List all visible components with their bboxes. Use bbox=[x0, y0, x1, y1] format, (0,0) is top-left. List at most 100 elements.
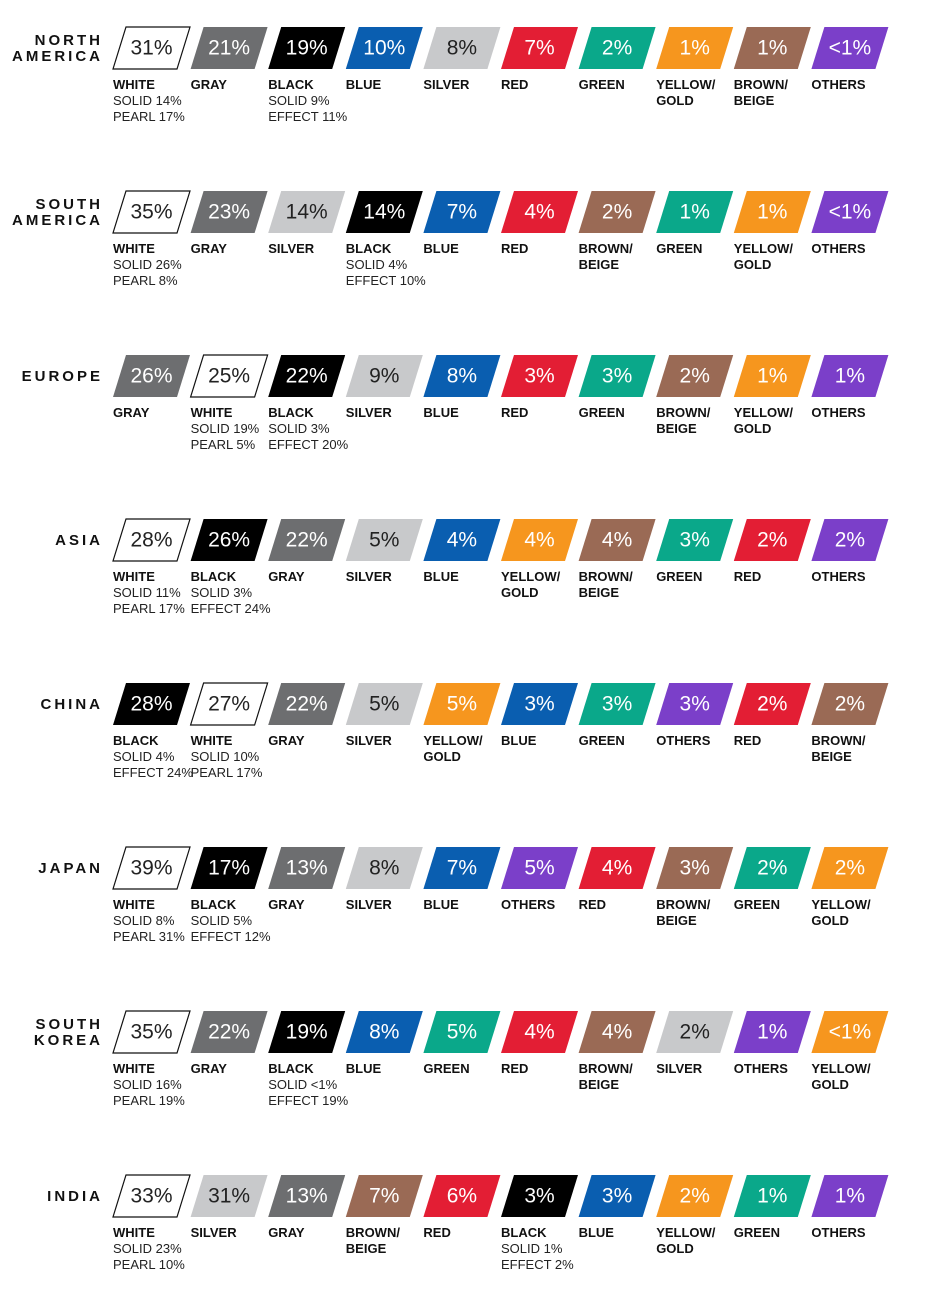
color-name: GREEN bbox=[656, 569, 702, 584]
percentage: 2% bbox=[757, 693, 787, 716]
color-item: 2% GREEN bbox=[578, 27, 656, 92]
color-swatch bbox=[268, 683, 346, 725]
percentage: 1% bbox=[757, 365, 787, 388]
color-swatch bbox=[733, 1175, 811, 1217]
percentage: 6% bbox=[447, 1185, 477, 1208]
color-swatch bbox=[811, 1175, 889, 1217]
color-swatch bbox=[268, 191, 346, 233]
color-item: 1% YELLOW/GOLD bbox=[656, 27, 734, 108]
color-name: BLUE bbox=[423, 897, 459, 912]
color-name: RED bbox=[501, 77, 528, 92]
color-item: 4% BROWN/BEIGE bbox=[578, 1011, 656, 1092]
color-name: OTHERS bbox=[734, 1061, 789, 1076]
percentage: 1% bbox=[835, 1185, 865, 1208]
percentage: 22% bbox=[286, 365, 328, 388]
color-item: 6% RED bbox=[423, 1175, 501, 1240]
color-item: 21% GRAY bbox=[190, 27, 268, 92]
percentage: 19% bbox=[286, 1021, 328, 1044]
color-item: 8% SILVER bbox=[345, 847, 423, 912]
percentage: 27% bbox=[208, 693, 250, 716]
color-detail: EFFECT 20% bbox=[268, 437, 348, 452]
color-name: OTHERS bbox=[811, 241, 866, 256]
color-name: SILVER bbox=[346, 733, 393, 748]
color-item: 2% BROWN/BEIGE bbox=[656, 355, 734, 436]
color-name: YELLOW/ bbox=[811, 897, 871, 912]
color-detail: SOLID 11% bbox=[113, 585, 181, 600]
color-detail: SOLID 9% bbox=[268, 93, 330, 108]
color-name: WHITE bbox=[191, 733, 233, 748]
color-name: GOLD bbox=[811, 913, 849, 928]
color-name: GRAY bbox=[268, 1225, 305, 1240]
color-name: RED bbox=[501, 1061, 528, 1076]
color-name: YELLOW/ bbox=[811, 1061, 871, 1076]
color-item: 9% SILVER bbox=[345, 355, 423, 420]
color-swatch bbox=[578, 27, 656, 69]
color-name: BLACK bbox=[268, 1061, 314, 1076]
color-item: 4% RED bbox=[578, 847, 656, 912]
color-name: RED bbox=[734, 569, 761, 584]
region-name: SOUTH bbox=[36, 1016, 104, 1033]
color-detail: PEARL 17% bbox=[113, 109, 185, 124]
percentage: 3% bbox=[602, 693, 632, 716]
color-item: 22% GRAY bbox=[268, 683, 346, 748]
color-swatch bbox=[112, 1010, 191, 1054]
color-swatch bbox=[423, 847, 501, 889]
color-name: BROWN/ bbox=[346, 1225, 401, 1240]
color-detail: EFFECT 2% bbox=[501, 1257, 574, 1272]
color-item: 2% YELLOW/GOLD bbox=[811, 847, 889, 928]
percentage: 3% bbox=[524, 693, 554, 716]
color-detail: PEARL 17% bbox=[113, 601, 185, 616]
color-swatch bbox=[112, 846, 191, 890]
color-item: 1% OTHERS bbox=[733, 1011, 811, 1076]
percentage: 7% bbox=[447, 857, 477, 880]
color-swatch bbox=[423, 191, 501, 233]
color-swatch bbox=[656, 191, 734, 233]
color-name: BEIGE bbox=[656, 421, 697, 436]
color-name: GOLD bbox=[423, 749, 461, 764]
color-name: BLACK bbox=[191, 897, 237, 912]
color-swatch bbox=[423, 1011, 501, 1053]
percentage: 8% bbox=[447, 37, 477, 60]
color-detail: PEARL 19% bbox=[113, 1093, 185, 1108]
color-swatch bbox=[268, 1175, 346, 1217]
color-name: BROWN/ bbox=[656, 897, 711, 912]
color-name: BLACK bbox=[501, 1225, 547, 1240]
percentage: 31% bbox=[130, 37, 172, 60]
percentage: 39% bbox=[130, 857, 172, 880]
color-detail: PEARL 8% bbox=[113, 273, 178, 288]
percentage: 5% bbox=[447, 693, 477, 716]
color-name: OTHERS bbox=[501, 897, 556, 912]
color-name: WHITE bbox=[113, 897, 155, 912]
color-swatch bbox=[656, 27, 734, 69]
color-item: 7% BROWN/BEIGE bbox=[345, 1175, 423, 1256]
color-name: WHITE bbox=[191, 405, 233, 420]
color-item: 4% YELLOW/GOLD bbox=[501, 519, 578, 600]
color-name: BLUE bbox=[423, 569, 459, 584]
percentage: 13% bbox=[286, 857, 328, 880]
percentage: 13% bbox=[286, 1185, 328, 1208]
region-name: CHINA bbox=[41, 696, 104, 713]
percentage: 7% bbox=[447, 201, 477, 224]
color-detail: PEARL 10% bbox=[113, 1257, 185, 1272]
color-detail: EFFECT 19% bbox=[268, 1093, 348, 1108]
color-item: 2% GREEN bbox=[733, 847, 811, 912]
color-name: BROWN/ bbox=[656, 405, 711, 420]
color-name: BLACK bbox=[191, 569, 237, 584]
color-name: BLACK bbox=[113, 733, 159, 748]
color-name: BROWN/ bbox=[811, 733, 866, 748]
color-item: 8% SILVER bbox=[423, 27, 501, 92]
percentage: 2% bbox=[602, 37, 632, 60]
color-name: SILVER bbox=[268, 241, 315, 256]
color-name: SILVER bbox=[346, 897, 393, 912]
color-name: YELLOW/ bbox=[656, 1225, 716, 1240]
color-item: 7% BLUE bbox=[423, 847, 501, 912]
percentage: 26% bbox=[208, 529, 250, 552]
color-detail: PEARL 5% bbox=[191, 437, 256, 452]
